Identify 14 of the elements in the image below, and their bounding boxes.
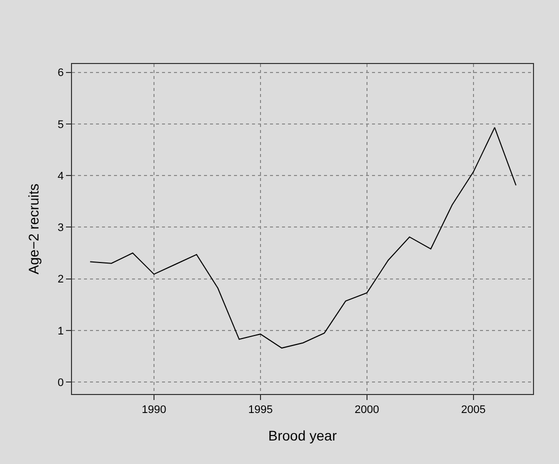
y-tick-label: 4 xyxy=(58,170,64,182)
y-tick-label: 6 xyxy=(58,67,64,80)
y-tick-label: 5 xyxy=(58,118,64,131)
x-tick-label: 2000 xyxy=(354,404,380,416)
y-tick-label: 1 xyxy=(58,325,64,338)
y-tick-label: 2 xyxy=(58,274,64,286)
x-axis-title: Brood year xyxy=(268,428,338,444)
y-tick-label: 3 xyxy=(58,222,64,234)
x-tick-label: 1995 xyxy=(248,404,273,416)
x-tick-label: 1990 xyxy=(142,404,166,416)
line-series xyxy=(90,127,516,349)
y-axis-title: Age−2 recruits xyxy=(25,184,42,274)
y-tick-label: 0 xyxy=(58,376,64,389)
x-tick-label: 2005 xyxy=(461,404,486,416)
